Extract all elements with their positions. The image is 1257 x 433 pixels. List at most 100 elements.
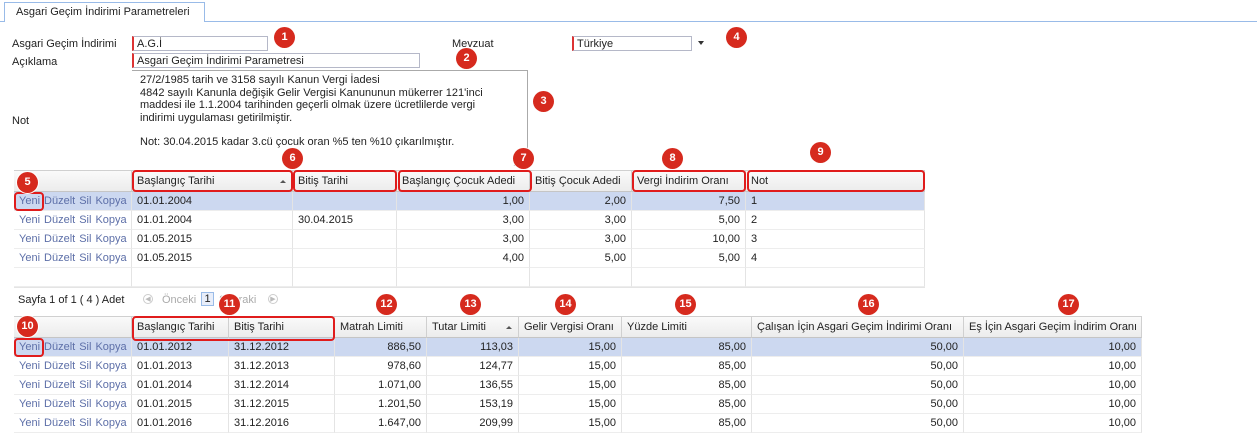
action-link[interactable]: Yeni: [19, 357, 40, 376]
action-link[interactable]: Sil: [79, 230, 91, 249]
action-cell: YeniDüzelt Sil Kopya: [14, 249, 132, 268]
action-link[interactable]: Düzelt: [44, 395, 75, 414]
callout: 3: [533, 91, 554, 112]
action-link[interactable]: Kopya: [95, 211, 126, 230]
action-link[interactable]: Kopya: [95, 414, 126, 433]
column-header[interactable]: Eş İçin Asgari Geçim İndirim Oranı: [964, 316, 1142, 338]
grid-cell: [632, 268, 746, 287]
grid-cell: 50,00: [752, 338, 964, 357]
grid-cell: 978,60: [335, 357, 427, 376]
action-link[interactable]: Düzelt: [44, 376, 75, 395]
highlight-box: [632, 170, 746, 192]
action-link[interactable]: Yeni: [19, 230, 40, 249]
grid-cell: 31.12.2014: [229, 376, 335, 395]
action-link[interactable]: Kopya: [95, 357, 126, 376]
grid-cell: 10,00: [964, 376, 1142, 395]
prev-icon[interactable]: ◀: [143, 294, 153, 304]
grid-cell: [530, 268, 632, 287]
column-header[interactable]: Gelir Vergisi Oranı: [519, 316, 622, 338]
action-link[interactable]: Düzelt: [44, 230, 75, 249]
action-link[interactable]: Yeni: [19, 414, 40, 433]
column-header[interactable]: Matrah Limiti: [335, 316, 427, 338]
action-link[interactable]: Sil: [79, 249, 91, 268]
highlight-box: [132, 316, 335, 341]
action-link[interactable]: Kopya: [95, 338, 126, 357]
grid-cell: [293, 230, 397, 249]
grid-cell: 5,00: [632, 211, 746, 230]
tab[interactable]: Asgari Geçim İndirimi Parametreleri: [4, 2, 205, 22]
highlight-box: [132, 170, 293, 192]
grid-cell: 01.01.2016: [132, 414, 229, 433]
grid-cell: 85,00: [622, 357, 752, 376]
select[interactable]: Türkiye: [572, 36, 692, 51]
next-icon[interactable]: ▶: [268, 294, 278, 304]
column-header[interactable]: Tutar Limiti: [427, 316, 519, 338]
text-input[interactable]: A.G.İ: [132, 36, 268, 51]
label: Açıklama: [12, 56, 57, 68]
column-header[interactable]: Yüzde Limiti: [622, 316, 752, 338]
callout: 10: [17, 316, 38, 337]
dropdown-arrow[interactable]: [698, 41, 704, 45]
action-link[interactable]: Sil: [79, 414, 91, 433]
grid-cell: 1.647,00: [335, 414, 427, 433]
grid-cell: 31.12.2015: [229, 395, 335, 414]
action-link[interactable]: Yeni: [19, 211, 40, 230]
grid-cell: 2,00: [530, 192, 632, 211]
action-link[interactable]: Sil: [79, 357, 91, 376]
grid-cell: 31.12.2013: [229, 357, 335, 376]
action-link[interactable]: Düzelt: [44, 192, 75, 211]
action-link[interactable]: Yeni: [19, 376, 40, 395]
grid-cell: [132, 268, 293, 287]
grid-cell: 3,00: [530, 230, 632, 249]
action-link[interactable]: Düzelt: [44, 414, 75, 433]
grid-cell: 136,55: [427, 376, 519, 395]
callout: 12: [376, 294, 397, 315]
grid-cell: [397, 268, 530, 287]
grid-cell: 5,00: [530, 249, 632, 268]
highlight-box: [747, 170, 925, 192]
textarea[interactable]: 27/2/1985 tarih ve 3158 sayılı Kanun Ver…: [132, 70, 528, 168]
action-link[interactable]: Kopya: [95, 192, 126, 211]
action-link[interactable]: Yeni: [19, 395, 40, 414]
action-link[interactable]: Sil: [79, 376, 91, 395]
grid-cell: 01.05.2015: [132, 249, 293, 268]
grid-cell: 2: [746, 211, 925, 230]
action-link[interactable]: Sil: [79, 338, 91, 357]
grid-cell: [293, 249, 397, 268]
grid-cell: 15,00: [519, 357, 622, 376]
callout: 1: [274, 27, 295, 48]
action-link[interactable]: Kopya: [95, 230, 126, 249]
pager-prev[interactable]: Önceki: [162, 294, 196, 306]
action-link[interactable]: Yeni: [19, 249, 40, 268]
callout: 11: [219, 294, 240, 315]
grid-cell: 1.201,50: [335, 395, 427, 414]
action-link[interactable]: Düzelt: [44, 211, 75, 230]
grid-cell: 3: [746, 230, 925, 249]
pager-page[interactable]: 1: [201, 292, 214, 306]
text-input[interactable]: Asgari Geçim İndirimi Parametresi: [132, 53, 420, 68]
column-header[interactable]: Bitiş Çocuk Adedi: [530, 170, 632, 192]
action-link[interactable]: Sil: [79, 192, 91, 211]
grid-cell: 30.04.2015: [293, 211, 397, 230]
action-link[interactable]: Düzelt: [44, 338, 75, 357]
action-link[interactable]: Kopya: [95, 376, 126, 395]
action-link[interactable]: Düzelt: [44, 249, 75, 268]
grid-cell: 31.12.2016: [229, 414, 335, 433]
action-link[interactable]: Sil: [79, 395, 91, 414]
callout: 16: [858, 294, 879, 315]
callout: 6: [282, 148, 303, 169]
action-link[interactable]: Kopya: [95, 249, 126, 268]
action-link[interactable]: Kopya: [95, 395, 126, 414]
sort-arrow: [506, 326, 512, 329]
column-header[interactable]: Çalışan İçin Asgari Geçim İndirimi Oranı: [752, 316, 964, 338]
action-link[interactable]: Düzelt: [44, 357, 75, 376]
callout: 2: [456, 48, 477, 69]
grid-cell: 3,00: [397, 211, 530, 230]
grid-cell: 4,00: [397, 249, 530, 268]
grid-cell: 4: [746, 249, 925, 268]
action-link[interactable]: Sil: [79, 211, 91, 230]
highlight-box: [14, 192, 44, 211]
grid-cell: 1,00: [397, 192, 530, 211]
callout: 17: [1058, 294, 1079, 315]
grid-cell: 5,00: [632, 249, 746, 268]
